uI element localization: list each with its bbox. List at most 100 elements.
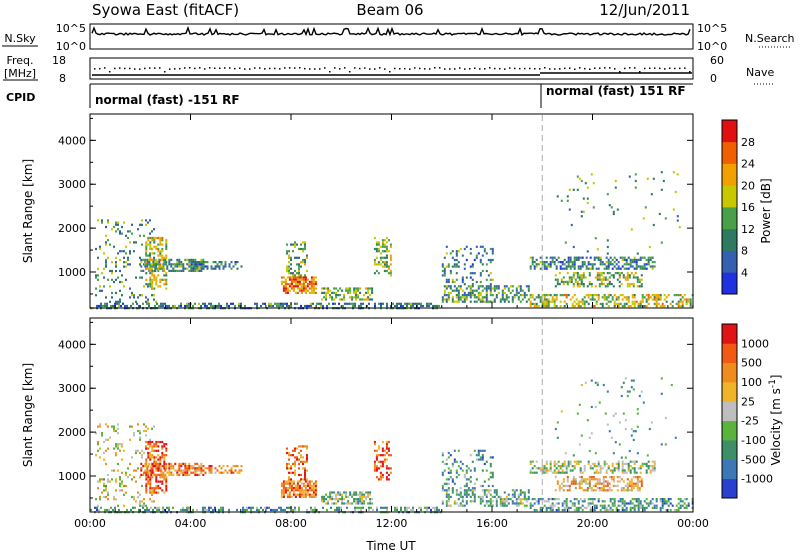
data-cell	[586, 419, 589, 422]
data-cell	[623, 462, 626, 465]
data-cell	[188, 304, 190, 308]
data-cell	[222, 265, 225, 268]
data-cell	[584, 478, 587, 481]
data-cell	[633, 300, 636, 303]
data-cell	[306, 491, 309, 494]
data-cell	[479, 498, 482, 501]
data-cell	[335, 291, 338, 294]
data-cell	[651, 267, 654, 270]
data-cell	[325, 291, 328, 294]
data-cell	[616, 278, 619, 281]
data-cell	[290, 267, 292, 270]
data-cell	[139, 276, 141, 279]
data-cell	[310, 283, 313, 286]
data-cell	[290, 454, 292, 457]
data-cell	[561, 465, 564, 468]
data-cell	[535, 509, 538, 512]
data-cell	[351, 493, 354, 496]
data-cell	[438, 304, 440, 308]
nave-dot	[394, 67, 396, 70]
data-cell	[581, 500, 584, 503]
data-cell	[623, 296, 626, 299]
data-cell	[501, 296, 504, 299]
data-cell	[549, 263, 552, 266]
data-cell	[525, 300, 528, 303]
data-cell	[304, 489, 307, 492]
data-cell	[147, 447, 150, 450]
data-cell	[571, 296, 574, 299]
data-cell	[165, 467, 168, 470]
data-cell	[591, 502, 594, 505]
data-cell	[280, 280, 283, 283]
data-cell	[436, 506, 438, 509]
data-cell	[141, 294, 143, 297]
data-cell	[188, 269, 191, 272]
data-cell	[161, 254, 164, 257]
data-cell	[555, 265, 558, 268]
data-cell	[477, 287, 480, 290]
data-cell	[628, 390, 631, 393]
data-cell	[314, 287, 317, 290]
data-cell	[314, 489, 317, 492]
data-cell	[300, 489, 303, 492]
data-cell	[137, 423, 139, 426]
data-cell	[623, 471, 626, 474]
data-cell	[584, 276, 587, 279]
data-cell	[164, 473, 167, 476]
data-cell	[445, 245, 448, 248]
data-cell	[149, 280, 152, 284]
data-cell	[582, 272, 585, 275]
data-cell	[471, 283, 474, 286]
data-cell	[157, 469, 160, 472]
data-cell	[631, 258, 634, 261]
data-cell	[625, 263, 628, 266]
data-cell	[119, 449, 121, 452]
data-cell	[210, 467, 213, 470]
data-cell	[489, 500, 492, 503]
data-cell	[568, 484, 571, 487]
data-cell	[298, 480, 301, 483]
data-cell	[145, 434, 147, 437]
data-cell	[300, 283, 303, 286]
data-cell	[123, 256, 125, 259]
data-cell	[645, 502, 648, 505]
data-cell	[306, 460, 308, 463]
data-cell	[568, 278, 571, 281]
data-cell	[234, 304, 236, 308]
data-cell	[649, 469, 652, 472]
data-cell	[617, 265, 620, 268]
data-cell	[290, 272, 292, 275]
data-cell	[296, 272, 298, 275]
data-cell	[629, 500, 632, 503]
data-cell	[186, 302, 188, 305]
data-cell	[385, 476, 388, 479]
data-cell	[99, 498, 101, 501]
data-cell	[157, 263, 160, 266]
data-cell	[165, 484, 168, 488]
data-cell	[357, 294, 360, 297]
data-cell	[553, 465, 556, 468]
data-cell	[529, 460, 532, 463]
data-cell	[383, 269, 386, 273]
data-cell	[276, 304, 278, 308]
data-cell	[629, 305, 632, 308]
data-cell	[578, 276, 581, 279]
data-cell	[296, 283, 299, 286]
data-cell	[637, 258, 640, 261]
data-cell	[607, 267, 610, 270]
data-cell	[172, 506, 174, 509]
data-cell	[300, 454, 302, 457]
data-cell	[655, 300, 658, 303]
data-cell	[582, 480, 585, 483]
data-cell	[286, 243, 288, 246]
data-cell	[630, 272, 633, 275]
data-cell	[626, 489, 629, 492]
data-cell	[334, 302, 336, 305]
data-cell	[157, 254, 160, 257]
data-cell	[304, 287, 307, 290]
data-cell	[622, 276, 625, 279]
data-cell	[577, 509, 580, 512]
data-cell	[300, 493, 303, 496]
data-cell	[611, 498, 614, 501]
